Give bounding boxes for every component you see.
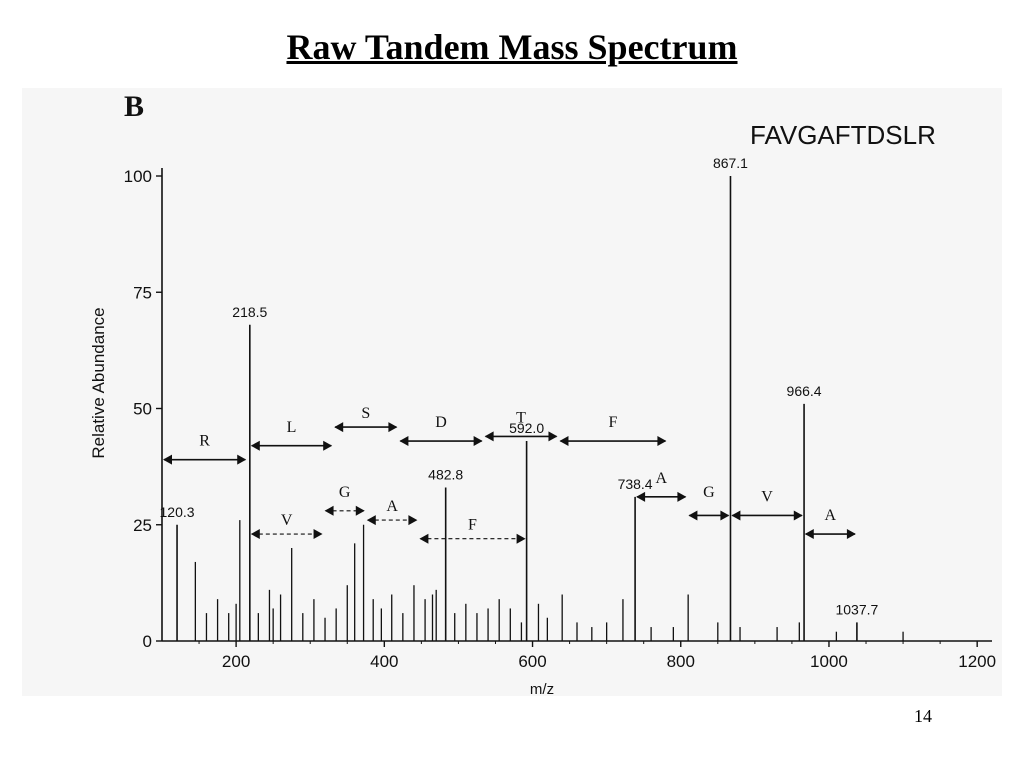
x-tick-label: 1000 (810, 652, 848, 671)
arrow-head (313, 529, 323, 540)
arrow-head (804, 529, 814, 540)
arrow-head (366, 515, 376, 526)
arrow-head (237, 454, 247, 465)
peak-label: 592.0 (509, 420, 544, 436)
arrow-head (677, 491, 687, 502)
peptide-sequence: FAVGAFTDSLR (750, 120, 936, 150)
x-tick-label: 800 (667, 652, 695, 671)
residue-label: S (361, 405, 370, 422)
ion-series-arrow: G (324, 484, 365, 516)
residue-label: L (287, 419, 297, 436)
spectrum-chart: B FAVGAFTDSLR Relative Abundance m/z 025… (89, 90, 996, 696)
ion-series-arrow: F (559, 414, 667, 447)
ion-series-arrow: F (419, 516, 526, 544)
x-tick-label: 1200 (958, 652, 996, 671)
peak-label: 482.8 (428, 467, 463, 483)
residue-label: G (703, 484, 715, 501)
peak-label: 867.1 (713, 155, 748, 171)
arrow-head (657, 436, 667, 447)
ion-series-arrow: A (636, 470, 687, 502)
arrow-head (793, 510, 803, 521)
arrow-head (250, 529, 260, 540)
arrow-head (334, 422, 344, 433)
peak-label: 1037.7 (835, 601, 878, 617)
residue-label: G (339, 484, 351, 501)
x-tick-label: 200 (222, 652, 250, 671)
arrow-head (399, 436, 409, 447)
ion-series-arrow: V (250, 512, 323, 540)
residue-label: F (608, 414, 617, 431)
peak-label: 218.5 (232, 304, 267, 320)
page-number: 14 (914, 706, 932, 726)
ion-series-arrow: L (250, 419, 333, 451)
ion-series-arrow: A (804, 507, 856, 540)
arrow-head (419, 533, 429, 544)
slide-title: Raw Tandem Mass Spectrum (286, 27, 738, 67)
arrow-head (324, 505, 334, 516)
residue-label: F (468, 516, 477, 533)
residue-label: A (386, 498, 398, 515)
arrow-head (548, 431, 558, 442)
arrow-head (636, 491, 646, 502)
ion-series-arrow: A (366, 498, 418, 526)
arrow-head (688, 510, 698, 521)
panel-label: B (124, 90, 144, 123)
ion-series-arrow: S (334, 405, 398, 433)
arrow-head (559, 436, 569, 447)
ion-series-arrow: D (399, 414, 483, 447)
peak-label: 120.3 (160, 504, 195, 520)
arrow-head (355, 505, 365, 516)
y-tick-label: 0 (143, 632, 152, 651)
ion-series-arrow: T (484, 409, 558, 442)
x-axis-label: m/z (530, 681, 554, 696)
residue-label: A (825, 507, 837, 524)
ion-series-arrow: R (163, 433, 247, 465)
residue-label: V (281, 512, 293, 529)
arrow-head (846, 529, 856, 540)
x-tick-label: 400 (370, 652, 398, 671)
y-tick-label: 50 (133, 400, 152, 419)
arrow-head (408, 515, 418, 526)
arrow-head (720, 510, 730, 521)
arrow-head (516, 533, 526, 544)
y-tick-label: 75 (133, 283, 152, 302)
peak-label: 966.4 (787, 383, 822, 399)
arrow-head (250, 440, 260, 451)
ion-series-arrow: G (688, 484, 730, 521)
arrow-head (323, 440, 333, 451)
arrow-head (388, 422, 398, 433)
y-tick-label: 25 (133, 516, 152, 535)
residue-label: D (435, 414, 447, 431)
residue-label: V (761, 489, 773, 506)
residue-label: R (199, 433, 210, 450)
residue-label: A (655, 470, 667, 487)
y-tick-label: 100 (124, 167, 152, 186)
arrow-head (163, 454, 172, 465)
ion-series-arrow: V (731, 489, 803, 521)
arrow-head (484, 431, 494, 442)
spectrum-figure: B FAVGAFTDSLR Relative Abundance m/z 0 25… (22, 88, 1002, 696)
arrow-head (731, 510, 741, 521)
residue-label: T (516, 409, 526, 426)
x-tick-label: 600 (518, 652, 546, 671)
peak-label: 738.4 (618, 476, 653, 492)
y-axis-label: Relative Abundance (89, 307, 108, 458)
arrow-head (473, 436, 483, 447)
